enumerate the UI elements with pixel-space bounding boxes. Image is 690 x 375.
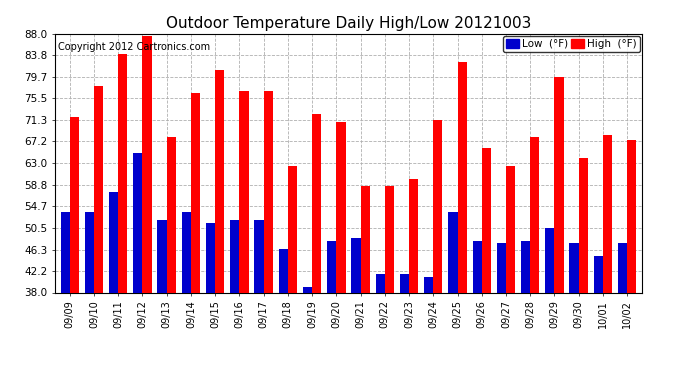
Bar <box>569 243 579 292</box>
Bar <box>506 166 515 292</box>
Bar <box>303 287 312 292</box>
Bar <box>400 274 409 292</box>
Bar <box>424 277 433 292</box>
Bar <box>264 91 273 292</box>
Bar <box>215 70 224 292</box>
Bar <box>109 192 118 292</box>
Bar <box>312 114 322 292</box>
Bar <box>603 135 612 292</box>
Bar <box>627 140 636 292</box>
Bar <box>555 77 564 292</box>
Bar <box>361 186 370 292</box>
Bar <box>191 93 200 292</box>
Bar <box>530 137 540 292</box>
Bar <box>94 86 104 292</box>
Bar <box>133 153 142 292</box>
Bar <box>336 122 346 292</box>
Bar <box>157 220 167 292</box>
Bar <box>482 148 491 292</box>
Bar <box>255 220 264 292</box>
Bar <box>70 117 79 292</box>
Bar <box>230 220 239 292</box>
Bar <box>279 249 288 292</box>
Bar <box>473 241 482 292</box>
Text: Copyright 2012 Cartronics.com: Copyright 2012 Cartronics.com <box>58 42 210 51</box>
Bar <box>618 243 627 292</box>
Bar <box>61 212 70 292</box>
Bar <box>433 120 442 292</box>
Bar <box>521 241 530 292</box>
Bar <box>351 238 361 292</box>
Legend: Low  (°F), High  (°F): Low (°F), High (°F) <box>503 36 640 52</box>
Bar <box>497 243 506 292</box>
Bar <box>327 241 336 292</box>
Bar <box>385 186 394 292</box>
Bar <box>409 178 418 292</box>
Bar <box>457 62 466 292</box>
Bar <box>593 256 603 292</box>
Title: Outdoor Temperature Daily High/Low 20121003: Outdoor Temperature Daily High/Low 20121… <box>166 16 531 31</box>
Bar <box>85 212 94 292</box>
Bar <box>545 228 555 292</box>
Bar <box>579 158 588 292</box>
Bar <box>118 54 128 292</box>
Bar <box>288 166 297 292</box>
Bar <box>167 137 176 292</box>
Bar <box>448 212 457 292</box>
Bar <box>142 36 152 292</box>
Bar <box>206 223 215 292</box>
Bar <box>375 274 385 292</box>
Bar <box>181 212 191 292</box>
Bar <box>239 91 248 292</box>
